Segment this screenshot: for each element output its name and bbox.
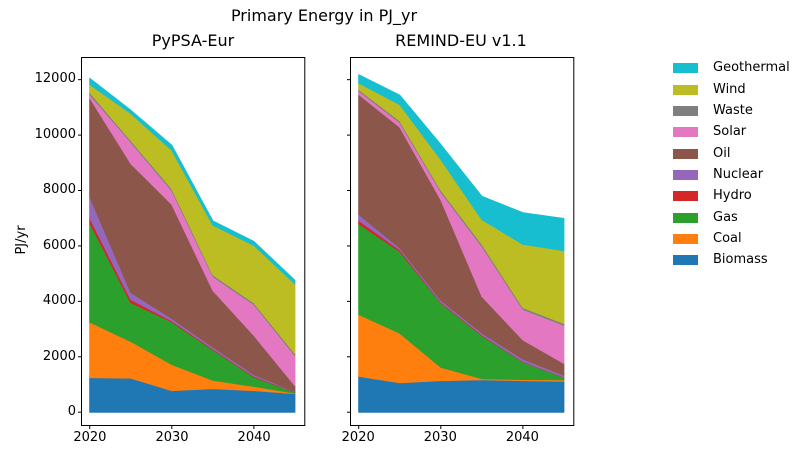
legend-label: Gas — [713, 209, 738, 225]
legend-swatch — [673, 63, 698, 74]
legend-item-geothermal: Geothermal — [672, 58, 790, 79]
legend-item-waste: Waste — [672, 100, 790, 121]
area-geothermal — [357, 73, 564, 251]
legend-swatch — [673, 169, 698, 180]
legend: Geothermal Wind Waste Solar Oil Nuclear Hydro G… — [672, 58, 790, 271]
figure-title: Primary Energy in PJ_yr — [230, 6, 418, 25]
legend-label: Hydro — [713, 188, 752, 204]
legend-item-solar: Solar — [672, 122, 790, 143]
x-tick-label: 2020 — [73, 430, 107, 445]
legend-label: Nuclear — [713, 166, 764, 182]
legend-swatch — [673, 105, 698, 116]
legend-item-oil: Oil — [672, 143, 790, 164]
legend-label: Geothermal — [713, 60, 790, 76]
y-tick-label: 6000 — [42, 237, 76, 253]
y-tick-label: 10000 — [34, 126, 76, 142]
stacked-area-plot-pypsa-eur — [78, 56, 306, 429]
axes-frame — [81, 56, 306, 426]
x-tick-label: 2030 — [423, 430, 457, 445]
legend-item-wind: Wind — [672, 79, 790, 100]
legend-label: Solar — [713, 124, 747, 140]
legend-label: Oil — [713, 145, 731, 161]
legend-swatch — [673, 212, 698, 223]
area-geothermal — [89, 77, 296, 285]
x-tick-label: 2030 — [155, 430, 189, 445]
subplot-title-pypsa-eur: PyPSA-Eur — [151, 31, 235, 50]
legend-item-nuclear: Nuclear — [672, 164, 790, 185]
legend-swatch — [673, 84, 698, 95]
legend-swatch — [673, 191, 698, 202]
legend-label: Coal — [713, 231, 742, 247]
legend-item-hydro: Hydro — [672, 186, 790, 207]
axes-frame — [349, 56, 574, 426]
x-tick-label: 2020 — [341, 430, 375, 445]
legend-item-gas: Gas — [672, 207, 790, 228]
x-tick-label: 2040 — [505, 430, 539, 445]
y-tick-label: 4000 — [42, 293, 76, 309]
legend-swatch — [673, 234, 698, 245]
legend-item-coal: Coal — [672, 228, 790, 249]
legend-label: Wind — [713, 81, 746, 97]
subplot-title-remind-eu: REMIND-EU v1.1 — [395, 31, 527, 50]
legend-label: Waste — [713, 102, 753, 118]
legend-swatch — [673, 255, 698, 266]
stacked-area-plot-remind-eu — [346, 56, 574, 429]
y-tick-label: 8000 — [42, 182, 76, 198]
y-tick-label: 2000 — [42, 348, 76, 364]
y-tick-label: 12000 — [34, 71, 76, 87]
legend-swatch — [673, 127, 698, 138]
legend-swatch — [673, 148, 698, 159]
legend-label: Biomass — [713, 252, 768, 268]
legend-item-biomass: Biomass — [672, 250, 790, 271]
x-tick-label: 2040 — [237, 430, 271, 445]
y-tick-label: 0 — [67, 403, 76, 419]
